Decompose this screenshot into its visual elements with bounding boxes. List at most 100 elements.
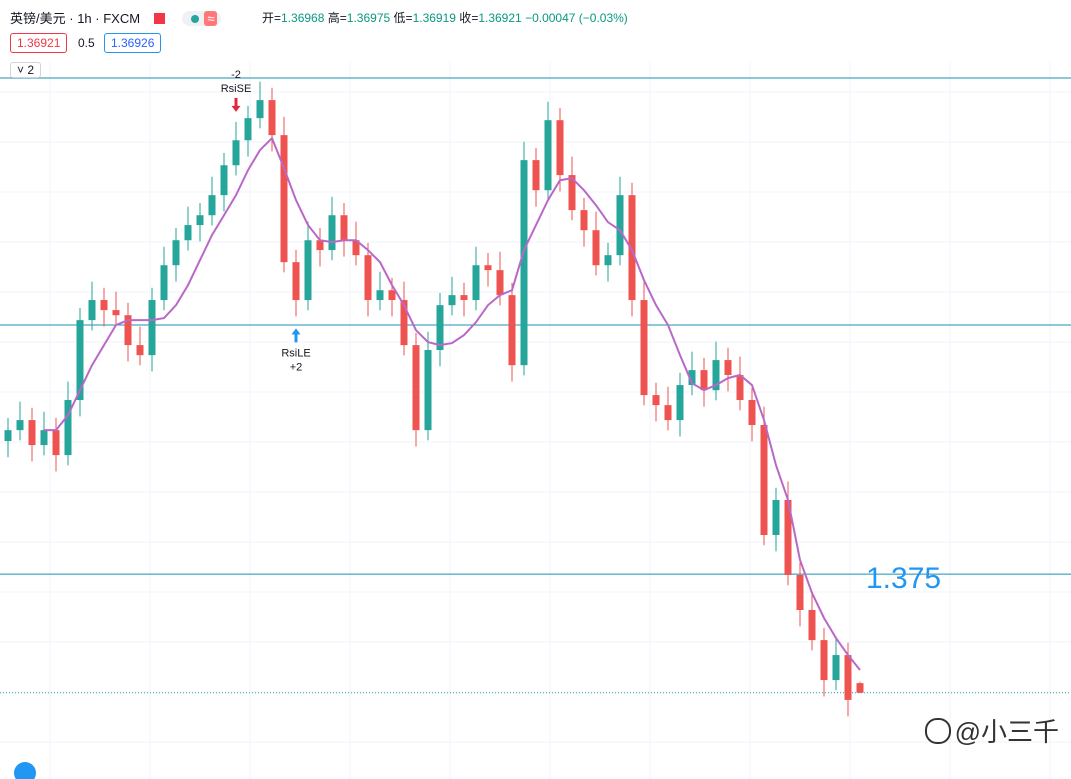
candle-body [436,305,444,351]
candle-body [268,100,276,136]
candle-body [856,683,864,693]
pane-count: 2 [27,63,35,77]
candle-body [472,265,480,301]
spread: 0.5 [78,36,95,50]
candle-body [376,290,384,301]
candle-body [748,400,756,426]
interval[interactable]: 1h [77,11,92,26]
candle-body [628,195,636,301]
candle-body [352,240,360,256]
signal-arrow [291,328,301,343]
candle-body [100,300,108,311]
candle-body [220,165,228,196]
candle-body [304,240,312,301]
ohlc-label: 低 [393,11,406,25]
signal-arrow [231,97,241,112]
signal-amount: +2 [290,361,303,373]
watermark: @小三千 [924,712,1059,749]
candle-body [328,215,336,251]
candle-body [172,240,180,266]
bid-box[interactable]: 1.36921 [10,33,68,53]
candle-body [196,215,204,226]
ohlc-legend: 开=1.36968 高=1.36975 低=1.36919 收=1.36921 … [262,11,628,25]
signal-amount: -2 [231,69,241,81]
source: FXCM [103,11,141,26]
pane-toggle[interactable]: ˅ 2 [10,62,42,78]
candle-body [616,195,624,256]
candle-body [280,135,288,263]
candle-body [148,300,156,356]
candle-body [652,395,660,406]
candle-body [112,310,120,316]
candle-body [544,120,552,191]
candle-body [292,262,300,301]
candle-body [700,370,708,391]
candle-body [124,315,132,346]
candle-body [760,425,768,536]
candle-body [340,215,348,241]
candle-body [208,195,216,216]
ohlc-value: 1.36919 [412,11,456,25]
symbol[interactable]: 英镑/美元 [10,11,66,26]
candle-body [16,420,24,431]
candle-body [232,140,240,166]
candle-body [424,350,432,431]
candle-body [664,405,672,421]
candle-body [604,255,612,266]
ohlc-value: 1.36921 [478,11,522,25]
candle-body [448,295,456,306]
candle-body [496,270,504,296]
candle-body [832,655,840,681]
ohlc-value: 1.36968 [281,11,325,25]
flag-icon[interactable] [153,13,165,24]
candle-body [580,210,588,231]
candle-body [184,225,192,241]
candle-body [64,400,72,456]
change: −0.00047 (−0.03%) [525,11,628,25]
candle-body [556,120,564,176]
watermark-text: @小三千 [954,717,1059,747]
signal-name: RsiLE [281,347,310,359]
status-pill[interactable]: ≈ [182,11,222,26]
candle-body [88,300,96,321]
candle-body [412,345,420,431]
candle-body [784,499,792,575]
candle-body [772,499,780,536]
logo-button[interactable] [14,762,36,779]
candle-body [364,255,372,301]
candle-body [844,655,852,700]
ask-box[interactable]: 1.36926 [104,33,162,53]
candle-body [4,430,12,441]
candle-body [736,375,744,401]
candle-body [484,265,492,271]
candle-body [808,609,816,641]
candle-body [40,430,48,446]
candle-body [160,265,168,301]
moving-average [44,136,861,671]
level-label: 1.375 [866,562,941,595]
candle-body [676,385,684,421]
candle-body [520,160,528,366]
logo [924,718,951,744]
candle-body [688,370,696,386]
candle-body [592,230,600,266]
signal-name: RsiSE [221,83,252,95]
candle-body [400,300,408,346]
ohlc-label: 收 [459,11,472,25]
symbol-bar: 英镑/美元 · 1h · FXCM ≈ [10,8,222,27]
candle-body [724,360,732,376]
candle-body [244,118,252,141]
candle-body [820,640,828,681]
candle-body [568,175,576,211]
candle-body [28,420,36,446]
candle-body [256,100,264,119]
candle-body [532,160,540,191]
candle-body [460,295,468,301]
candle-body [712,360,720,391]
candle-body [76,320,84,401]
candle-body [52,430,60,456]
ohlc-label: 开 [262,11,275,25]
candle-body [136,345,144,356]
candle-body [796,574,804,610]
